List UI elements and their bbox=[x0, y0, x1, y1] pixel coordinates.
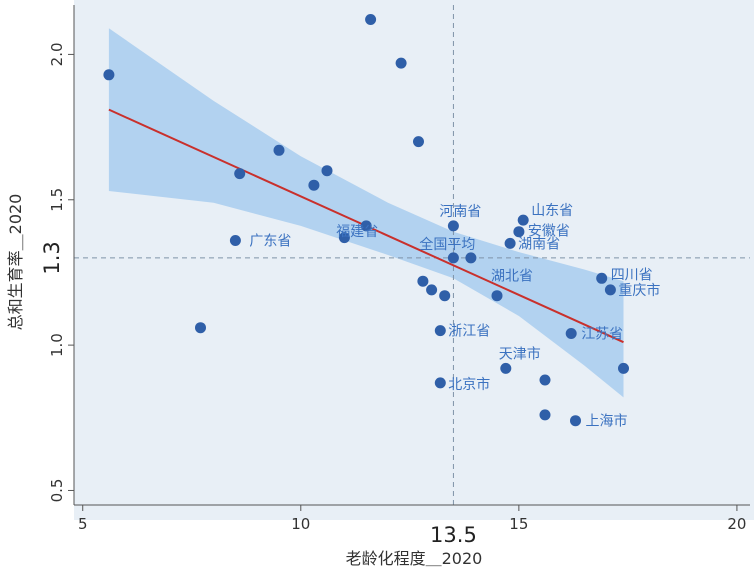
data-point bbox=[491, 290, 503, 302]
y-axis-title: 总和生育率＿2020 bbox=[6, 194, 25, 331]
point-label: 湖北省 bbox=[491, 269, 533, 285]
x-tick-label: 5 bbox=[78, 515, 88, 533]
x-axis-title: 老龄化程度＿2020 bbox=[346, 549, 483, 568]
point-label: 上海市 bbox=[586, 413, 628, 430]
data-point bbox=[500, 362, 512, 374]
y-tick-label: 1.0 bbox=[48, 333, 66, 357]
data-point bbox=[338, 232, 350, 244]
point-label: 天津市 bbox=[499, 345, 541, 362]
data-point bbox=[229, 235, 241, 246]
data-point bbox=[539, 374, 551, 386]
y-reference-label: 1.3 bbox=[40, 241, 64, 274]
data-point bbox=[596, 272, 608, 284]
point-label: 河南省 bbox=[439, 204, 481, 220]
data-point bbox=[539, 409, 551, 421]
data-point bbox=[321, 165, 333, 177]
data-point bbox=[439, 290, 451, 302]
data-point bbox=[565, 328, 577, 339]
data-point bbox=[417, 275, 429, 287]
data-point bbox=[413, 136, 424, 148]
data-point bbox=[273, 144, 285, 156]
data-point bbox=[434, 325, 446, 337]
point-label: 北京市 bbox=[448, 376, 490, 393]
axes-layer: 5 10 15 20 0.5 1.0 1.5 2.0 bbox=[48, 5, 750, 533]
data-point bbox=[517, 214, 529, 226]
data-point bbox=[195, 322, 206, 334]
point-label: 浙江省 bbox=[448, 324, 490, 340]
data-point bbox=[447, 220, 459, 232]
data-point bbox=[308, 179, 320, 191]
data-point bbox=[365, 14, 377, 25]
x-tick-label: 15 bbox=[509, 515, 528, 533]
point-label: 江苏省 bbox=[581, 327, 623, 343]
reference-line-layer bbox=[74, 5, 750, 505]
data-point bbox=[465, 252, 477, 264]
data-point bbox=[618, 362, 629, 374]
data-point bbox=[504, 237, 516, 249]
point-label: 四川省 bbox=[611, 267, 653, 283]
point-label: 湖南省 bbox=[518, 236, 560, 252]
y-tick-label: 1.5 bbox=[48, 188, 66, 212]
x-tick-label: 20 bbox=[727, 515, 746, 533]
data-point bbox=[360, 220, 372, 232]
data-point bbox=[447, 252, 459, 264]
point-label: 广东省 bbox=[249, 234, 291, 250]
data-point bbox=[604, 284, 616, 296]
data-point bbox=[103, 69, 115, 81]
data-point bbox=[513, 226, 525, 238]
x-reference-label: 13.5 bbox=[430, 523, 477, 547]
data-point bbox=[570, 415, 581, 427]
y-tick-label: 2.0 bbox=[48, 42, 66, 66]
y-tick-label: 0.5 bbox=[48, 479, 66, 503]
point-label: 重庆市 bbox=[618, 282, 660, 299]
data-point bbox=[234, 168, 246, 180]
point-label: 山东省 bbox=[531, 203, 573, 219]
confidence-band-layer bbox=[108, 28, 624, 398]
data-point bbox=[426, 284, 438, 296]
point-label: 全国平均 bbox=[419, 236, 475, 253]
point-label: 福建省 bbox=[336, 224, 378, 240]
confidence-band bbox=[108, 28, 624, 398]
x-tick-label: 10 bbox=[291, 515, 310, 533]
point-label: 安徽省 bbox=[528, 224, 570, 240]
points-layer bbox=[103, 14, 629, 427]
data-point bbox=[434, 377, 446, 389]
data-point bbox=[395, 57, 407, 69]
